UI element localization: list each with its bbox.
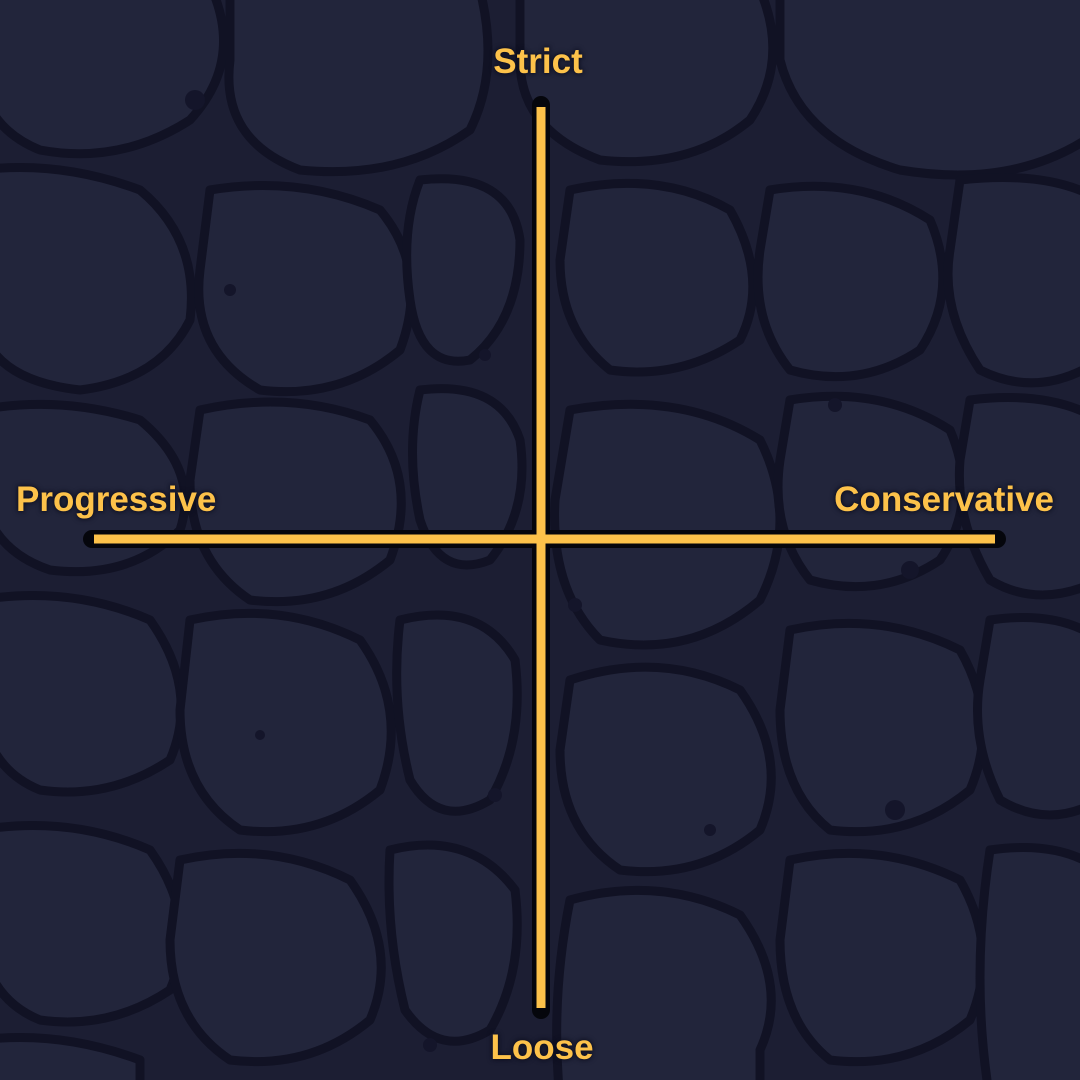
left-axis-label: Progressive — [16, 480, 217, 519]
bottom-axis-label: Loose — [490, 1028, 594, 1067]
right-axis-label: Conservative — [834, 480, 1054, 519]
top-axis-label: Strict — [493, 42, 583, 81]
